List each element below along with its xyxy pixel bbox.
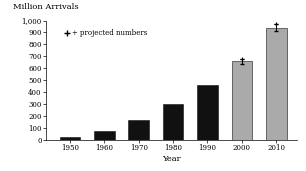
Legend: + projected numbers: + projected numbers (62, 26, 150, 40)
Bar (232, 61, 252, 140)
Bar (94, 131, 115, 140)
Bar (163, 104, 183, 140)
X-axis label: Year: Year (162, 155, 181, 163)
Bar (266, 28, 286, 140)
Text: Million Arrivals: Million Arrivals (13, 3, 79, 11)
Bar (129, 120, 149, 140)
Bar (197, 85, 218, 140)
Bar (60, 137, 80, 140)
